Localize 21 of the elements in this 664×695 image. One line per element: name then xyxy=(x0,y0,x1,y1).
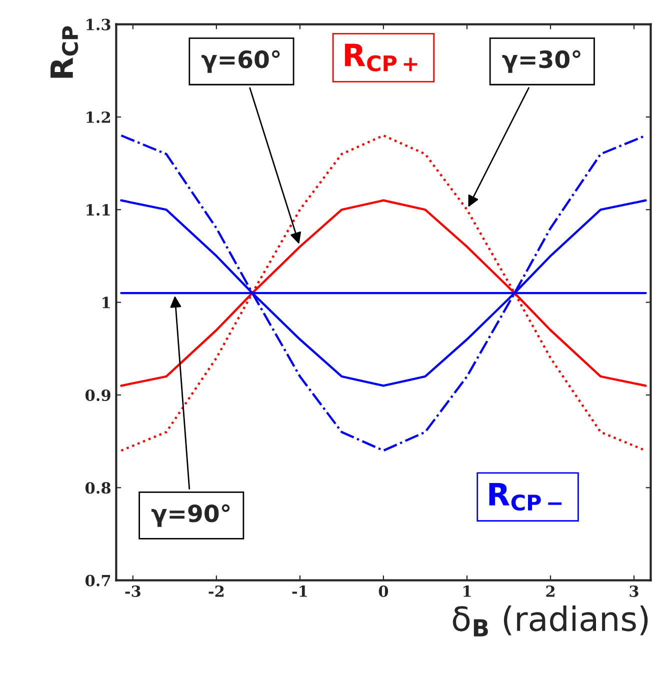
x-tick-label: 3 xyxy=(630,585,638,598)
x-tick-label: -1 xyxy=(292,585,307,597)
y-tick-label: 0.8 xyxy=(85,482,111,494)
annotation: γ=90° xyxy=(151,504,230,527)
y-tick-label: 0.7 xyxy=(85,574,110,586)
y-tick-label: 1.2 xyxy=(86,111,110,124)
y-tick-label: 0.9 xyxy=(85,389,110,402)
y-tick-label: 1.3 xyxy=(86,18,110,30)
annotation: γ=30° xyxy=(502,50,580,73)
x-tick-label: -2 xyxy=(208,585,224,597)
annotation: γ=60° xyxy=(202,50,280,73)
y-axis-title: R$_{CP}$ xyxy=(50,26,78,78)
text: R$_{CP+}$ xyxy=(345,44,418,72)
x-tick-label: -3 xyxy=(125,585,140,598)
x-tick-label: 2 xyxy=(546,585,554,597)
y-tick-label: 1.1 xyxy=(86,204,110,216)
x-tick-label: 0 xyxy=(378,585,388,598)
x-axis-title: δ$_{B}$ (radians) xyxy=(452,606,648,636)
x-tick-label: 1 xyxy=(464,585,471,597)
y-tick-label: 1 xyxy=(102,296,110,308)
text: R$_{CP−}$ xyxy=(489,483,562,511)
